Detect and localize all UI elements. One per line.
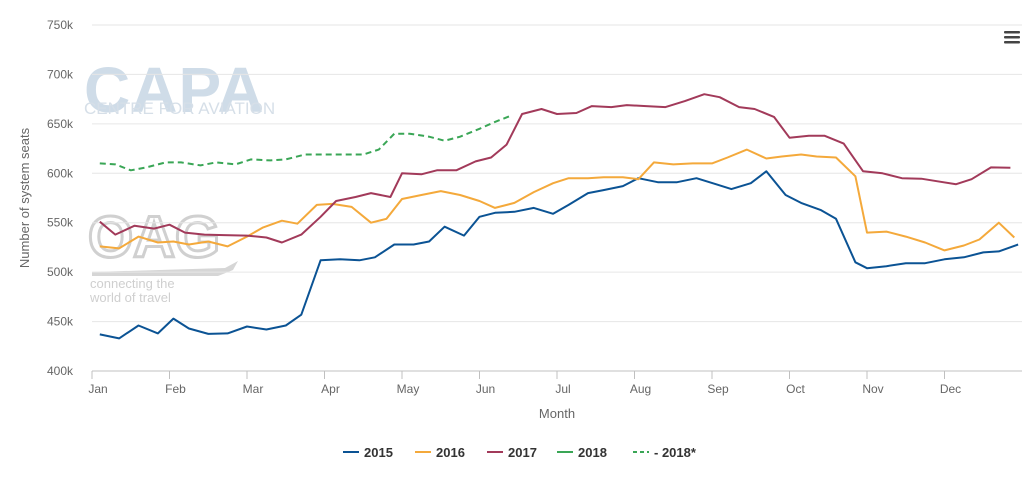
oag-tagline-line2: world of travel [89, 290, 171, 305]
x-tick-label: Jun [476, 382, 495, 396]
legend-label: 2017 [508, 445, 537, 460]
legend-label: 2018 [578, 445, 607, 460]
series-line-2015 [99, 170, 1019, 340]
legend-item[interactable]: 2016 [415, 445, 465, 460]
x-tick-label: Apr [321, 382, 340, 396]
x-tick-label: Oct [786, 382, 805, 396]
y-tick-label: 650k [47, 117, 74, 131]
y-axis-ticks: 400k 450k 500k 550k 600k 650k 700k 750k [47, 18, 74, 378]
series-line-2016 [99, 148, 1015, 252]
hamburger-menu-icon[interactable] [1004, 31, 1020, 44]
x-axis: Jan Feb Mar Apr May Jun Jul Aug Sep Oct Nov Dec [88, 370, 1022, 396]
legend: 2015 2016 2017 2018 - 2018* [343, 445, 697, 460]
x-tick-label: Jan [88, 382, 107, 396]
y-axis-title: Number of system seats [17, 127, 32, 268]
legend-label: - 2018* [654, 445, 697, 460]
y-tick-label: 550k [47, 216, 74, 230]
legend-item[interactable]: 2015 [343, 445, 393, 460]
y-tick-label: 400k [47, 364, 74, 378]
watermark: CAPA CENTRE FOR AVIATION OAG connecting … [84, 54, 275, 305]
series-line-2017 [99, 93, 1011, 244]
x-tick-label: Feb [165, 382, 186, 396]
x-tick-label: Nov [862, 382, 883, 396]
legend-label: 2016 [436, 445, 465, 460]
capa-logo-subtitle: CENTRE FOR AVIATION [84, 99, 275, 118]
y-tick-label: 500k [47, 265, 74, 279]
capa-logo-text: CAPA [84, 54, 265, 126]
oag-logo-text: OAG [88, 205, 220, 270]
x-tick-label: Dec [940, 382, 961, 396]
x-tick-label: Jul [555, 382, 570, 396]
x-tick-label: Aug [630, 382, 651, 396]
y-tick-label: 750k [47, 18, 74, 32]
x-tick-label: Sep [707, 382, 729, 396]
y-tick-label: 450k [47, 315, 74, 329]
legend-item[interactable]: 2018 [557, 445, 607, 460]
oag-tagline-line1: connecting the [90, 276, 175, 291]
legend-item[interactable]: 2017 [487, 445, 537, 460]
y-tick-label: 600k [47, 166, 74, 180]
x-tick-label: May [397, 382, 420, 396]
legend-item[interactable]: - 2018* [633, 445, 697, 460]
series-lines [99, 93, 1019, 340]
x-tick-label: Mar [243, 382, 264, 396]
legend-label: 2015 [364, 445, 393, 460]
x-axis-title: Month [539, 406, 575, 421]
y-tick-label: 700k [47, 67, 74, 81]
